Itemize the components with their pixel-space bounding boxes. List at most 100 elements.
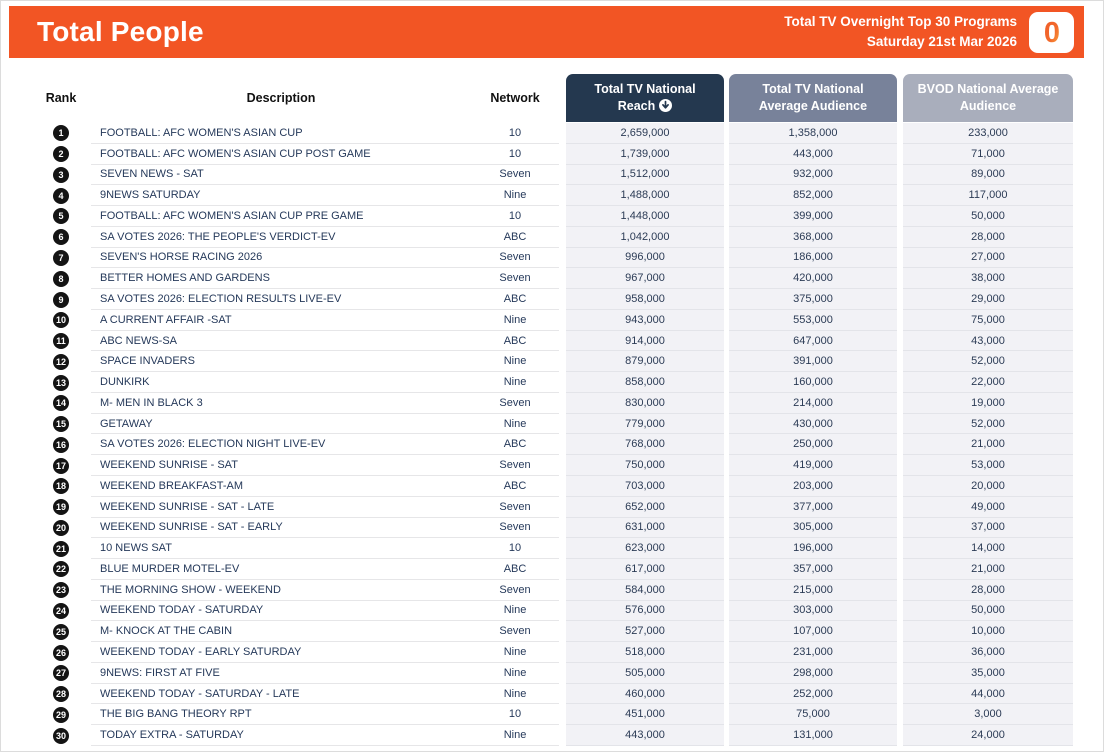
- rank-cell: 30: [31, 725, 91, 746]
- network-cell: 10: [471, 206, 559, 227]
- avg-audience-value: 160,000: [729, 372, 897, 393]
- avg-audience-value: 419,000: [729, 455, 897, 477]
- avg-audience-value: 203,000: [729, 476, 897, 497]
- rank-badge: 7: [53, 249, 69, 266]
- bvod-audience-value: 3,000: [903, 704, 1073, 726]
- reach-value: 1,739,000: [566, 143, 724, 165]
- reach-value: 617,000: [566, 559, 724, 580]
- bvod-audience-value: 43,000: [903, 330, 1073, 352]
- rank-badge: 24: [53, 602, 69, 619]
- table-row: 25 M- KNOCK AT THE CABIN Seven 527,000 1…: [9, 621, 1073, 643]
- network-cell: 10: [471, 123, 559, 144]
- bvod-audience-cell: 20,000: [897, 476, 1073, 497]
- avg-audience-value: 932,000: [729, 164, 897, 186]
- avg-audience-header-cell: Total TV National Average Audience: [724, 74, 897, 122]
- bvod-audience-cell: 38,000: [897, 268, 1073, 290]
- table-row: 28 WEEKEND TODAY - SATURDAY - LATE Nine …: [9, 683, 1073, 705]
- bvod-audience-value: 117,000: [903, 185, 1073, 207]
- rank-badge: 6: [53, 229, 69, 246]
- avg-audience-value: 75,000: [729, 704, 897, 726]
- reach-cell: 830,000: [559, 392, 724, 414]
- rank-badge: 26: [53, 644, 69, 661]
- table-row: 3 SEVEN NEWS - SAT Seven 1,512,000 932,0…: [9, 164, 1073, 186]
- reach-cell: 576,000: [559, 600, 724, 622]
- reach-value: 858,000: [566, 372, 724, 393]
- avg-audience-header[interactable]: Total TV National Average Audience: [729, 74, 897, 122]
- reach-cell: 1,042,000: [559, 226, 724, 248]
- bvod-audience-header[interactable]: BVOD National Average Audience: [903, 74, 1073, 122]
- rank-header: Rank: [45, 91, 77, 105]
- description-header: Description: [246, 91, 316, 105]
- reach-header-text: Total TV National Reach: [576, 81, 714, 115]
- network-cell: Seven: [471, 268, 559, 290]
- reach-cell: 703,000: [559, 476, 724, 497]
- rank-cell: 21: [31, 538, 91, 559]
- network-cell: Nine: [471, 372, 559, 393]
- description-cell: WEEKEND TODAY - SATURDAY: [91, 601, 471, 622]
- description-cell: M- KNOCK AT THE CABIN: [91, 621, 471, 643]
- avg-audience-value: 647,000: [729, 330, 897, 352]
- rank-cell: 23: [31, 580, 91, 601]
- description-cell: FOOTBALL: AFC WOMEN'S ASIAN CUP: [91, 123, 471, 144]
- rank-cell: 24: [31, 601, 91, 622]
- reach-value: 703,000: [566, 476, 724, 497]
- network-cell: Seven: [471, 165, 559, 186]
- avg-audience-value: 215,000: [729, 579, 897, 601]
- rank-cell: 12: [31, 351, 91, 372]
- reach-header-cell: Total TV National Reach: [559, 74, 724, 122]
- description-cell: WEEKEND TODAY - EARLY SATURDAY: [91, 642, 471, 663]
- reach-value: 527,000: [566, 621, 724, 643]
- description-cell: 9NEWS SATURDAY: [91, 185, 471, 207]
- bvod-audience-cell: 50,000: [897, 600, 1073, 622]
- bvod-audience-header-cell: BVOD National Average Audience: [897, 74, 1073, 122]
- table-row: 7 SEVEN'S HORSE RACING 2026 Seven 996,00…: [9, 247, 1073, 269]
- avg-audience-cell: 391,000: [724, 351, 897, 373]
- rank-cell: 8: [31, 268, 91, 289]
- network-cell: Seven: [471, 497, 559, 518]
- rank-badge: 27: [53, 665, 69, 682]
- avg-audience-cell: 420,000: [724, 268, 897, 290]
- bvod-audience-cell: 75,000: [897, 309, 1073, 331]
- description-cell: SA VOTES 2026: ELECTION RESULTS LIVE-EV: [91, 289, 471, 310]
- rank-badge: 4: [53, 187, 69, 204]
- network-cell: Seven: [471, 248, 559, 269]
- bvod-audience-cell: 43,000: [897, 330, 1073, 352]
- avg-audience-cell: 305,000: [724, 517, 897, 539]
- network-cell: ABC: [471, 227, 559, 248]
- rank-cell: 4: [31, 185, 91, 206]
- avg-audience-cell: 368,000: [724, 226, 897, 248]
- reach-header[interactable]: Total TV National Reach: [566, 74, 724, 122]
- network-cell: Nine: [471, 310, 559, 331]
- bvod-audience-cell: 36,000: [897, 642, 1073, 663]
- top30-table: Rank Description Network Total TV Nation…: [9, 74, 1073, 746]
- description-cell: SEVEN'S HORSE RACING 2026: [91, 248, 471, 269]
- table-row: 17 WEEKEND SUNRISE - SAT Seven 750,000 4…: [9, 455, 1073, 477]
- description-cell: SEVEN NEWS - SAT: [91, 165, 471, 186]
- rank-cell: 15: [31, 414, 91, 435]
- rank-badge: 22: [53, 561, 69, 578]
- description-cell: SPACE INVADERS: [91, 351, 471, 373]
- reach-value: 443,000: [566, 725, 724, 746]
- bvod-audience-cell: 3,000: [897, 704, 1073, 726]
- reach-cell: 443,000: [559, 725, 724, 746]
- network-cell: ABC: [471, 476, 559, 497]
- avg-audience-value: 852,000: [729, 185, 897, 207]
- bvod-audience-cell: 22,000: [897, 372, 1073, 393]
- reach-value: 830,000: [566, 392, 724, 414]
- rank-cell: 19: [31, 497, 91, 518]
- sort-descending-icon[interactable]: [659, 99, 673, 112]
- avg-audience-cell: 932,000: [724, 164, 897, 186]
- avg-audience-value: 443,000: [729, 143, 897, 165]
- table-row: 21 10 NEWS SAT 10 623,000 196,000 14,000: [9, 538, 1073, 560]
- reach-value: 460,000: [566, 683, 724, 705]
- rank-cell: 14: [31, 393, 91, 414]
- rank-badge: 13: [53, 374, 69, 391]
- rank-cell: 25: [31, 621, 91, 642]
- network-cell: Nine: [471, 601, 559, 622]
- rank-badge: 5: [53, 208, 69, 225]
- network-cell: Seven: [471, 580, 559, 601]
- table-row: 23 THE MORNING SHOW - WEEKEND Seven 584,…: [9, 579, 1073, 601]
- bvod-audience-value: 21,000: [903, 559, 1073, 580]
- rank-badge: 3: [53, 166, 69, 183]
- rank-cell: 22: [31, 559, 91, 580]
